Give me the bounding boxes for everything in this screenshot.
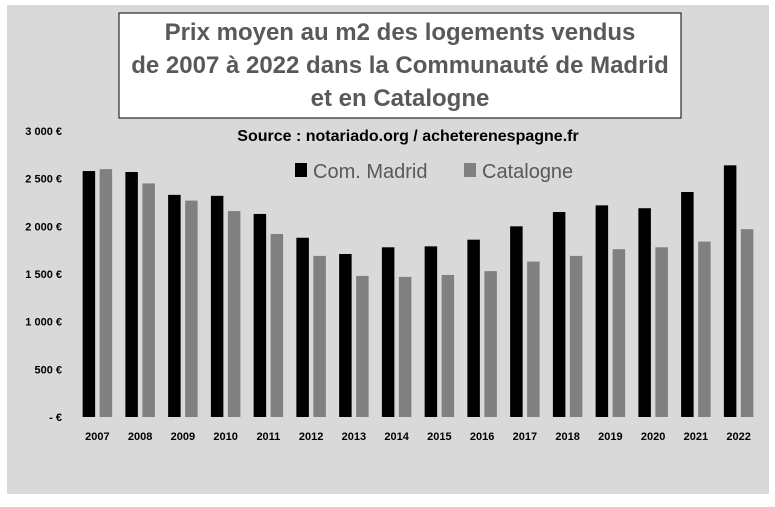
x-tick-label: 2008 bbox=[128, 431, 152, 443]
bar-catalogne-2009 bbox=[185, 200, 198, 417]
legend-label-madrid: Com. Madrid bbox=[313, 161, 427, 183]
bar-madrid-2013 bbox=[339, 253, 352, 417]
bar-catalogne-2007 bbox=[99, 169, 113, 417]
bar-catalogne-2016 bbox=[484, 271, 497, 417]
bar-catalogne-2018 bbox=[569, 255, 583, 417]
bar-catalogne-2020 bbox=[655, 247, 668, 417]
bar-catalogne-2011 bbox=[270, 233, 284, 417]
bar-madrid-2010 bbox=[210, 195, 224, 417]
x-tick-label: 2007 bbox=[85, 431, 109, 443]
x-tick-label: 2012 bbox=[299, 431, 323, 443]
bar-catalogne-2019 bbox=[612, 249, 626, 417]
legend-swatch-catalogne bbox=[464, 163, 476, 177]
x-axis: 2007 2008 2009 2010 2011 2012 2013 2014 2015 2016… bbox=[85, 431, 751, 443]
y-tick-label: 1 500 € bbox=[25, 269, 62, 281]
bar-madrid-2020 bbox=[638, 208, 651, 417]
legend-label-catalogne: Catalogne bbox=[482, 161, 573, 183]
y-tick-label: 2 500 € bbox=[25, 174, 62, 186]
bar-catalogne-2008 bbox=[142, 183, 155, 417]
y-tick-label: - € bbox=[49, 412, 62, 424]
bar-madrid-2022 bbox=[723, 165, 737, 417]
bar-catalogne-2015 bbox=[441, 274, 455, 417]
bar-madrid-2018 bbox=[552, 212, 566, 417]
bar-madrid-2015 bbox=[424, 246, 438, 417]
bar-catalogne-2014 bbox=[398, 276, 412, 417]
bar-madrid-2014 bbox=[381, 247, 395, 417]
x-tick-label: 2018 bbox=[555, 431, 579, 443]
x-tick-label: 2017 bbox=[513, 431, 537, 443]
y-axis: - € 500 € 1 000 € 1 500 € 2 000 € 2 500 € 3 00… bbox=[25, 126, 62, 424]
title-box bbox=[118, 12, 682, 119]
bar-catalogne-2022 bbox=[740, 229, 754, 417]
y-tick-label: 3 000 € bbox=[25, 126, 62, 138]
x-tick-label: 2009 bbox=[171, 431, 195, 443]
x-tick-label: 2021 bbox=[684, 431, 708, 443]
bar-madrid-2008 bbox=[125, 171, 138, 417]
chart-title-line-1: Prix moyen au m2 des logements vendus bbox=[165, 19, 636, 46]
bar-madrid-2016 bbox=[467, 239, 480, 417]
chart-subtitle: Source : notariado.org / acheterenespagn… bbox=[237, 128, 578, 145]
bar-madrid-2012 bbox=[296, 237, 309, 417]
y-tick-label: 500 € bbox=[34, 364, 62, 376]
bar-madrid-2007 bbox=[82, 171, 96, 417]
x-tick-label: 2019 bbox=[598, 431, 622, 443]
bar-madrid-2011 bbox=[253, 213, 267, 417]
bar-madrid-2009 bbox=[168, 194, 181, 417]
bar-catalogne-2010 bbox=[227, 211, 241, 417]
bar-madrid-2017 bbox=[510, 226, 523, 417]
x-tick-label: 2014 bbox=[384, 431, 409, 443]
x-tick-label: 2015 bbox=[427, 431, 451, 443]
x-tick-label: 2010 bbox=[213, 431, 237, 443]
y-tick-label: 2 000 € bbox=[25, 221, 62, 233]
y-tick-label: 1 000 € bbox=[25, 317, 62, 329]
chart-title-line-2: de 2007 à 2022 dans la Communauté de Mad… bbox=[131, 52, 669, 79]
x-tick-label: 2020 bbox=[641, 431, 665, 443]
chart-title-line-3: et en Catalogne bbox=[311, 85, 490, 112]
legend-swatch-madrid bbox=[295, 163, 307, 177]
bar-catalogne-2017 bbox=[527, 261, 540, 417]
x-tick-label: 2022 bbox=[726, 431, 750, 443]
x-tick-label: 2013 bbox=[342, 431, 366, 443]
bar-catalogne-2021 bbox=[698, 241, 711, 417]
bar-catalogne-2013 bbox=[356, 275, 369, 417]
legend: Com. Madrid Catalogne bbox=[295, 161, 573, 183]
x-tick-label: 2016 bbox=[470, 431, 494, 443]
bar-madrid-2019 bbox=[595, 205, 609, 417]
bar-catalogne-2012 bbox=[313, 255, 326, 417]
bar-madrid-2021 bbox=[681, 192, 694, 417]
x-tick-label: 2011 bbox=[256, 431, 280, 443]
bars bbox=[82, 165, 754, 417]
